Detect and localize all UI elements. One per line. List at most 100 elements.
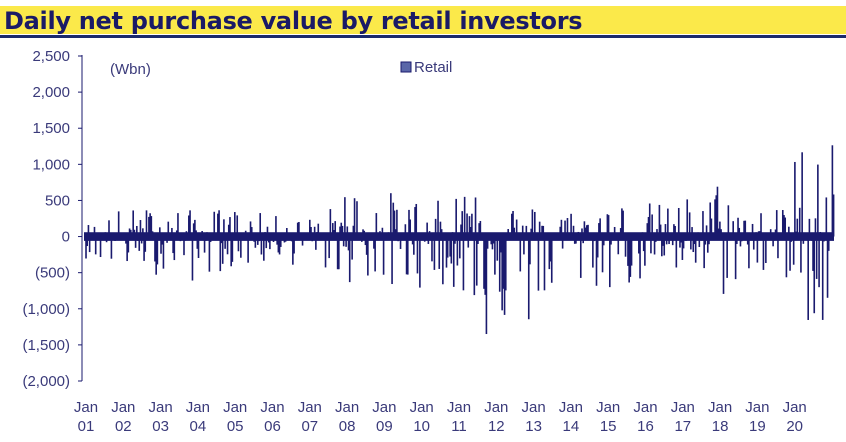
chart: 2,500 2,000 1,500 1,000 500 0 (500) (1,000) (1,5…: [22, 48, 835, 435]
bar: [126, 236, 128, 262]
bar: [85, 236, 87, 259]
bar: [86, 236, 89, 247]
bar: [667, 208, 669, 237]
bar: [373, 236, 375, 249]
bar: [825, 197, 828, 237]
bar: [646, 223, 649, 237]
bar: [784, 217, 787, 237]
bar: [583, 221, 586, 237]
bar: [812, 236, 814, 271]
bar: [748, 236, 750, 269]
bar: [559, 226, 562, 237]
x-tick-year: 09: [376, 418, 393, 435]
bar: [564, 220, 566, 237]
bar: [538, 221, 541, 237]
bar: [374, 236, 376, 272]
bar: [203, 236, 206, 253]
bar: [503, 236, 506, 315]
bar: [659, 224, 662, 237]
bar: [183, 236, 185, 256]
bar: [426, 222, 428, 237]
bar: [329, 209, 332, 237]
bar: [595, 236, 598, 286]
bar: [334, 221, 337, 237]
bar: [629, 236, 632, 277]
bar: [431, 236, 433, 262]
x-tick-year: 07: [301, 418, 318, 435]
bar: [529, 236, 531, 265]
bar: [534, 211, 536, 237]
bar: [630, 236, 633, 266]
bar: [511, 213, 513, 237]
bar: [592, 236, 594, 268]
bar: [673, 224, 675, 237]
bar: [613, 226, 616, 237]
bar: [523, 236, 525, 255]
bar: [478, 223, 480, 237]
bar: [664, 224, 667, 237]
bar: [87, 225, 90, 237]
x-tick-year: 05: [227, 418, 244, 435]
bar: [692, 236, 695, 253]
bar: [679, 236, 681, 248]
bar: [486, 236, 489, 249]
bar: [442, 236, 444, 285]
bar: [445, 236, 448, 268]
bar: [827, 236, 830, 251]
bar: [351, 236, 353, 260]
bar: [348, 236, 351, 283]
y-tick-label: (2,000): [22, 373, 70, 390]
bar: [250, 227, 253, 237]
x-tick-year: 20: [786, 418, 803, 435]
bar: [392, 202, 395, 237]
x-tick-year: 06: [264, 418, 281, 435]
bar: [213, 211, 216, 237]
bar: [760, 213, 762, 237]
bar: [831, 145, 834, 237]
bar: [309, 219, 311, 237]
bar: [798, 207, 801, 237]
bar: [381, 227, 384, 237]
bar: [367, 236, 369, 276]
bar: [197, 236, 200, 258]
bar: [189, 210, 191, 237]
bar: [382, 236, 385, 275]
y-tick-label: 2,500: [32, 48, 70, 65]
bar: [651, 214, 653, 237]
bar: [653, 236, 656, 255]
y-tick-label: (1,500): [22, 337, 70, 354]
bar: [226, 236, 229, 255]
bar: [525, 225, 528, 237]
bar: [259, 213, 262, 237]
y-tick-label: 1,000: [32, 156, 70, 173]
bar: [531, 209, 534, 237]
bar: [496, 236, 499, 261]
bar: [796, 218, 799, 237]
bar: [217, 213, 219, 237]
bar: [515, 219, 518, 237]
bar: [572, 225, 575, 237]
bar: [88, 236, 91, 253]
bar: [682, 236, 685, 249]
bar: [414, 207, 416, 237]
bar: [254, 236, 257, 248]
bar: [549, 236, 552, 262]
x-tick-month: Jan: [335, 399, 359, 416]
bar: [399, 236, 402, 249]
bar: [462, 236, 465, 291]
bar: [144, 236, 147, 252]
x-tick-year: 17: [674, 418, 691, 435]
bar: [690, 236, 692, 250]
x-tick-month: Jan: [745, 399, 769, 416]
bar: [826, 236, 829, 298]
bar: [231, 236, 234, 262]
bar: [624, 236, 627, 257]
bar: [710, 218, 713, 237]
bar: [587, 224, 589, 237]
bar: [566, 218, 569, 237]
bar: [406, 236, 409, 275]
bar: [461, 211, 464, 237]
bar: [265, 236, 268, 249]
bar: [642, 236, 645, 252]
bar: [249, 221, 252, 237]
